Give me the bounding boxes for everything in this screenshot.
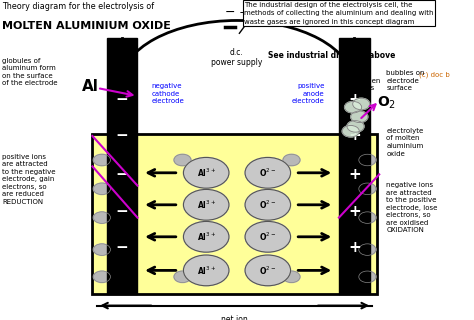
Text: MOLTEN ALUMINIUM OXIDE: MOLTEN ALUMINIUM OXIDE — [2, 21, 171, 31]
Circle shape — [353, 98, 370, 110]
Text: (c) doc b: (c) doc b — [419, 72, 450, 78]
Circle shape — [345, 101, 362, 113]
Circle shape — [174, 271, 191, 283]
Circle shape — [283, 271, 300, 283]
Circle shape — [342, 125, 359, 137]
Circle shape — [174, 154, 191, 166]
Text: Al: Al — [82, 79, 99, 94]
Text: +: + — [239, 6, 249, 19]
Circle shape — [183, 157, 229, 188]
Circle shape — [93, 154, 110, 166]
Circle shape — [245, 221, 291, 252]
Text: bubbles on
electrode
surface: bubbles on electrode surface — [386, 70, 425, 92]
Text: O$^{2-}$: O$^{2-}$ — [259, 264, 276, 276]
Circle shape — [359, 271, 376, 283]
Circle shape — [245, 255, 291, 286]
Text: See industrial diagram above: See industrial diagram above — [268, 51, 395, 60]
Text: Al$^{3+}$: Al$^{3+}$ — [197, 231, 216, 243]
Circle shape — [351, 111, 368, 123]
Text: oxygen
gas: oxygen gas — [356, 78, 382, 91]
Text: O$^{2-}$: O$^{2-}$ — [259, 199, 276, 211]
Text: net ion
movement: net ion movement — [214, 315, 255, 320]
Text: globules of
aluminum form
on the surface
of the electrode: globules of aluminum form on the surface… — [2, 58, 58, 86]
Text: −: − — [225, 6, 235, 19]
Text: +: + — [348, 92, 361, 107]
Circle shape — [245, 157, 291, 188]
Text: positive ions
are attracted
to the negative
electrode, gain
electrons, so
are re: positive ions are attracted to the negat… — [2, 154, 56, 204]
Circle shape — [359, 154, 376, 166]
Text: +: + — [348, 167, 361, 182]
Bar — [107, 38, 137, 294]
Text: O$_2$: O$_2$ — [377, 94, 396, 111]
Text: O$^{2-}$: O$^{2-}$ — [259, 231, 276, 243]
Circle shape — [93, 212, 110, 223]
Text: O$^{2-}$: O$^{2-}$ — [259, 167, 276, 179]
Circle shape — [283, 154, 300, 166]
Circle shape — [245, 189, 291, 220]
Circle shape — [93, 271, 110, 283]
Text: negative
cathode
electrode: negative cathode electrode — [152, 83, 184, 104]
Circle shape — [93, 244, 110, 255]
Circle shape — [183, 255, 229, 286]
Text: −: − — [116, 92, 128, 107]
Circle shape — [359, 183, 376, 195]
Text: Al$^{3+}$: Al$^{3+}$ — [197, 264, 216, 276]
Bar — [92, 134, 377, 294]
Text: −: − — [116, 167, 128, 182]
Text: +: + — [348, 129, 361, 143]
Text: electrolyte
of molten
aluminium
oxide: electrolyte of molten aluminium oxide — [386, 128, 424, 156]
Text: −: − — [116, 241, 128, 255]
Text: +: + — [348, 241, 361, 255]
Bar — [339, 38, 370, 294]
Circle shape — [359, 212, 376, 223]
Text: negative ions
are attracted
to the positive
electrode, lose
electrons, so
are ox: negative ions are attracted to the posit… — [386, 182, 438, 233]
Text: +: + — [348, 204, 361, 219]
Circle shape — [347, 121, 364, 132]
Circle shape — [93, 183, 110, 195]
Text: −: − — [116, 204, 128, 219]
Circle shape — [183, 221, 229, 252]
Circle shape — [183, 189, 229, 220]
Text: Al$^{3+}$: Al$^{3+}$ — [197, 199, 216, 211]
Text: d.c.
power supply: d.c. power supply — [211, 48, 263, 67]
Circle shape — [359, 244, 376, 255]
Text: Al$^{3+}$: Al$^{3+}$ — [197, 167, 216, 179]
Text: −: − — [116, 129, 128, 143]
Text: Theory diagram for the electrolysis of: Theory diagram for the electrolysis of — [2, 2, 155, 11]
Text: The industrial design of the electrolysis cell, the
methods of collecting the al: The industrial design of the electrolysi… — [244, 2, 434, 25]
Text: positive
anode
electrode: positive anode electrode — [292, 83, 325, 104]
